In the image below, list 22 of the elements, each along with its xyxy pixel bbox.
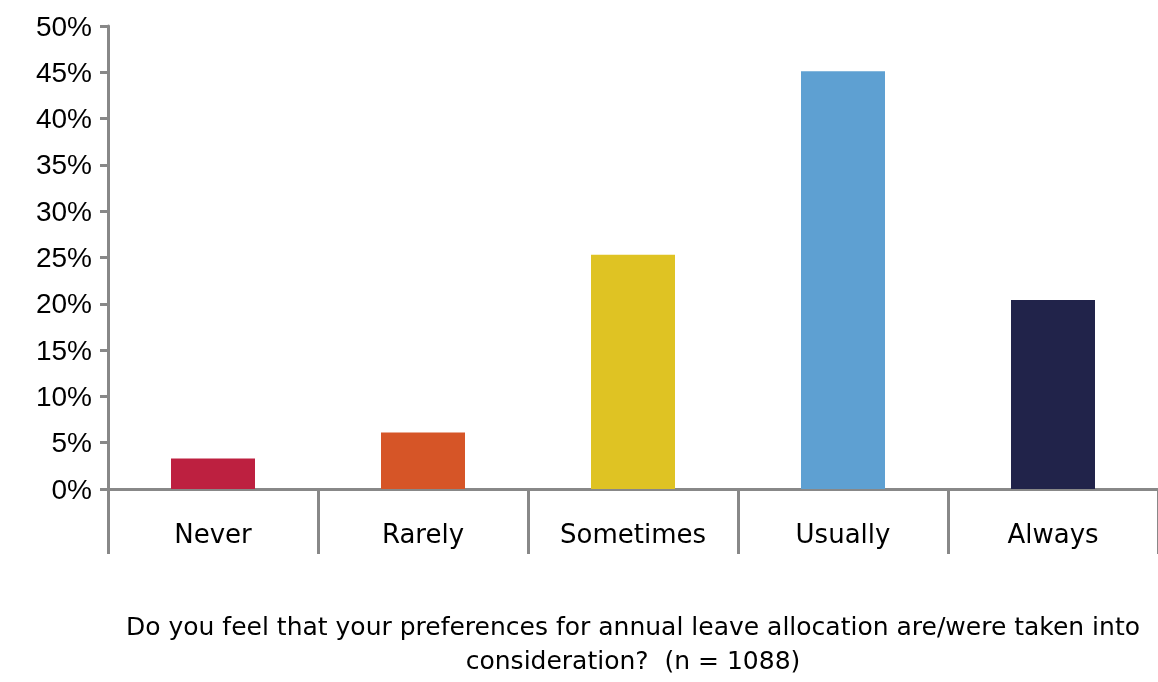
y-tick-label: 10%: [35, 380, 92, 412]
x-tick-label: Rarely: [381, 519, 465, 549]
x-tick-label: Usually: [795, 519, 891, 549]
y-tick-label: 40%: [35, 103, 92, 135]
y-tick-label: 15%: [35, 334, 92, 366]
bar: [1011, 300, 1095, 489]
y-tick-label: 45%: [35, 56, 92, 88]
bar: [591, 254, 675, 489]
y-tick-label: 20%: [35, 288, 92, 320]
x-tick-label: Always: [1007, 519, 1099, 549]
x-tick-label: Never: [174, 519, 253, 549]
x-tick-label: Sometimes: [559, 519, 707, 549]
bar: [381, 432, 465, 489]
y-tick-label: 35%: [35, 149, 92, 181]
y-tick-label: 30%: [35, 195, 92, 227]
y-tick-label: 0%: [51, 473, 92, 505]
bar: [171, 458, 255, 489]
y-tick-label: 50%: [35, 10, 92, 42]
y-tick-label: 25%: [35, 242, 92, 273]
bar: [801, 71, 885, 489]
x-axis-title: Do you feel that your preferences for annual leave allocation are/were taken into consideration? (n = 1088): [126, 611, 1140, 675]
y-tick-label: 5%: [51, 427, 92, 459]
